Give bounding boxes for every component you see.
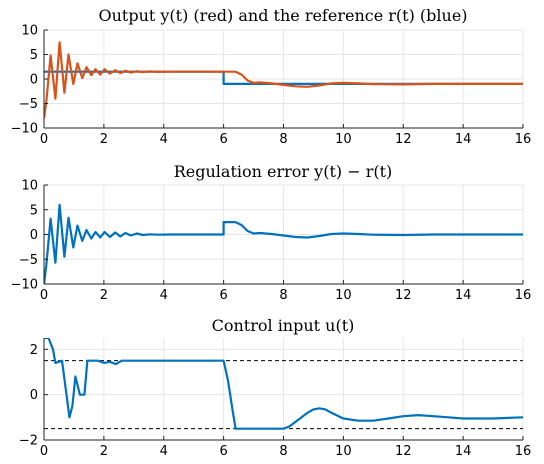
y-tick-label: 5 (30, 48, 38, 63)
x-tick-label: 14 (455, 132, 472, 147)
x-tick-label: 0 (40, 132, 48, 147)
x-tick-label: 10 (335, 288, 352, 303)
x-tick-label: 14 (455, 288, 472, 303)
output-and-reference-plot: Output y(t) (red) and the reference r(t)… (11, 6, 532, 147)
x-tick-label: 2 (100, 288, 108, 303)
y-tick-label: 2 (30, 343, 38, 358)
y-tick-label: 10 (21, 24, 38, 39)
series-line (44, 203, 523, 284)
x-tick-label: 16 (515, 444, 532, 459)
x-tick-label: 2 (100, 132, 108, 147)
x-tick-label: 8 (279, 132, 287, 147)
y-tick-label: 5 (30, 203, 38, 218)
x-tick-label: 8 (279, 288, 287, 303)
y-tick-label: −5 (19, 97, 38, 112)
x-tick-label: 4 (160, 132, 168, 147)
x-tick-label: 4 (160, 288, 168, 303)
x-tick-label: 2 (100, 444, 108, 459)
x-tick-label: 16 (515, 132, 532, 147)
x-tick-label: 12 (395, 288, 412, 303)
y-tick-label: 0 (30, 73, 38, 88)
control-input-plot: Control input u(t) 0 2 4 6 8 10 12 14 16−202 (19, 316, 531, 459)
x-tick-label: 6 (219, 132, 227, 147)
y-tick-label: −5 (19, 253, 38, 268)
x-tick-label: 0 (40, 288, 48, 303)
x-tick-label: 0 (40, 444, 48, 459)
y-tick-label: 0 (30, 228, 38, 243)
x-tick-label: 12 (395, 444, 412, 459)
x-tick-label: 8 (279, 444, 287, 459)
x-tick-label: 10 (335, 444, 352, 459)
y-tick-label: −10 (11, 278, 38, 293)
y-tick-label: −10 (11, 122, 38, 137)
x-tick-label: 6 (219, 444, 227, 459)
x-tick-label: 10 (335, 132, 352, 147)
x-tick-label: 6 (219, 288, 227, 303)
x-tick-label: 12 (395, 132, 412, 147)
plot-title: Output y(t) (red) and the reference r(t)… (98, 6, 467, 25)
series-line (44, 41, 523, 119)
plot-title: Control input u(t) (212, 316, 355, 335)
series-line (44, 338, 523, 430)
y-tick-label: −2 (19, 434, 38, 449)
x-tick-label: 16 (515, 288, 532, 303)
x-tick-label: 4 (160, 444, 168, 459)
regulation-error-plot: Regulation error y(t) − r(t) 0 2 4 6 8 10 12 14… (11, 162, 532, 303)
y-tick-label: 10 (21, 179, 38, 194)
plot-title: Regulation error y(t) − r(t) (174, 162, 393, 181)
x-tick-label: 14 (455, 444, 472, 459)
y-tick-label: 0 (30, 388, 38, 403)
